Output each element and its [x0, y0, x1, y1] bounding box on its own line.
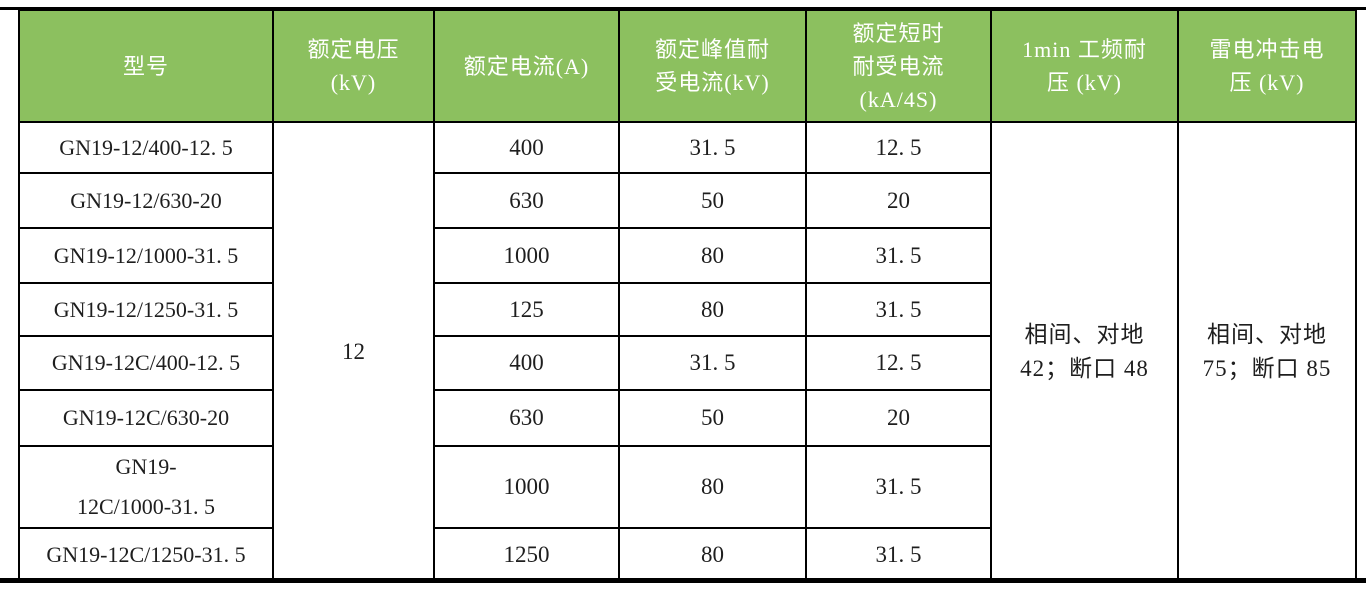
- table-row: GN19-12/630-20 630 50 20: [18, 172, 1356, 229]
- cell-peak-withstand: 50: [618, 389, 807, 447]
- cell-rated-voltage-merged: 12: [272, 121, 435, 582]
- cell-model: GN19-12/1000-31. 5: [18, 227, 274, 284]
- cell-rated-current: 1000: [433, 227, 620, 284]
- cell-peak-withstand: 80: [618, 282, 807, 337]
- table-row: GN19-12C/1250-31. 5 1250 80 31. 5: [18, 527, 1356, 582]
- cell-short-time-withstand: 12. 5: [805, 121, 992, 174]
- cell-model: GN19-12/1250-31. 5: [18, 282, 274, 337]
- table-row: GN19-12C/400-12. 5 400 31. 5 12. 5: [18, 335, 1356, 391]
- header-row: 型号 额定电压 (kV) 额定电流(A) 额定峰值耐 受电流(kV) 额定短时 …: [18, 9, 1357, 123]
- cell-short-time-withstand: 12. 5: [805, 335, 992, 391]
- cell-model: GN19-12C/400-12. 5: [18, 335, 274, 391]
- table-row: GN19-12C/630-20 630 50 20: [18, 389, 1356, 447]
- cell-rated-current: 1250: [433, 527, 620, 582]
- table-row: GN19-12/1250-31. 5 125 80 31. 5: [18, 282, 1356, 337]
- top-horizontal-rule: [0, 7, 1366, 10]
- cell-model: GN19-12/630-20: [18, 172, 274, 229]
- header-short-time-withstand-current: 额定短时 耐受电流 (kA/4S): [805, 9, 992, 123]
- bottom-horizontal-rule: [0, 578, 1366, 583]
- header-rated-current: 额定电流(A): [433, 9, 620, 123]
- cell-model: GN19- 12C/1000-31. 5: [18, 445, 274, 529]
- cell-rated-current: 400: [433, 335, 620, 391]
- cell-short-time-withstand: 20: [805, 389, 992, 447]
- cell-peak-withstand: 80: [618, 227, 807, 284]
- cell-peak-withstand: 31. 5: [618, 121, 807, 174]
- cell-peak-withstand: 31. 5: [618, 335, 807, 391]
- cell-peak-withstand: 80: [618, 445, 807, 529]
- cell-power-frequency-merged: 相间、对地 42；断口 48: [990, 121, 1179, 582]
- cell-peak-withstand: 80: [618, 527, 807, 582]
- cell-rated-current: 125: [433, 282, 620, 337]
- header-rated-voltage: 额定电压 (kV): [272, 9, 435, 123]
- cell-short-time-withstand: 31. 5: [805, 527, 992, 582]
- cell-peak-withstand: 50: [618, 172, 807, 229]
- table-row: GN19-12/1000-31. 5 1000 80 31. 5: [18, 227, 1356, 284]
- cell-short-time-withstand: 31. 5: [805, 227, 992, 284]
- cell-short-time-withstand: 20: [805, 172, 992, 229]
- header-peak-withstand-current: 额定峰值耐 受电流(kV): [618, 9, 807, 123]
- header-model: 型号: [18, 9, 274, 123]
- cell-rated-current: 630: [433, 389, 620, 447]
- cell-rated-current: 400: [433, 121, 620, 174]
- header-power-frequency-withstand-voltage: 1min 工频耐 压 (kV): [990, 9, 1179, 123]
- cell-short-time-withstand: 31. 5: [805, 282, 992, 337]
- spec-table: 型号 额定电压 (kV) 额定电流(A) 额定峰值耐 受电流(kV) 额定短时 …: [18, 9, 1357, 582]
- cell-rated-current: 630: [433, 172, 620, 229]
- cell-short-time-withstand: 31. 5: [805, 445, 992, 529]
- cell-model: GN19-12C/1250-31. 5: [18, 527, 274, 582]
- table-row: GN19- 12C/1000-31. 5 1000 80 31. 5: [18, 445, 1356, 529]
- header-lightning-impulse-voltage: 雷电冲击电 压 (kV): [1177, 9, 1357, 123]
- cell-model: GN19-12/400-12. 5: [18, 121, 274, 174]
- cell-lightning-impulse-merged: 相间、对地 75；断口 85: [1177, 121, 1357, 582]
- cell-rated-current: 1000: [433, 445, 620, 529]
- table-row: GN19-12/400-12. 5 12 400 31. 5 12. 5 相间、…: [18, 121, 1357, 582]
- cell-model: GN19-12C/630-20: [18, 389, 274, 447]
